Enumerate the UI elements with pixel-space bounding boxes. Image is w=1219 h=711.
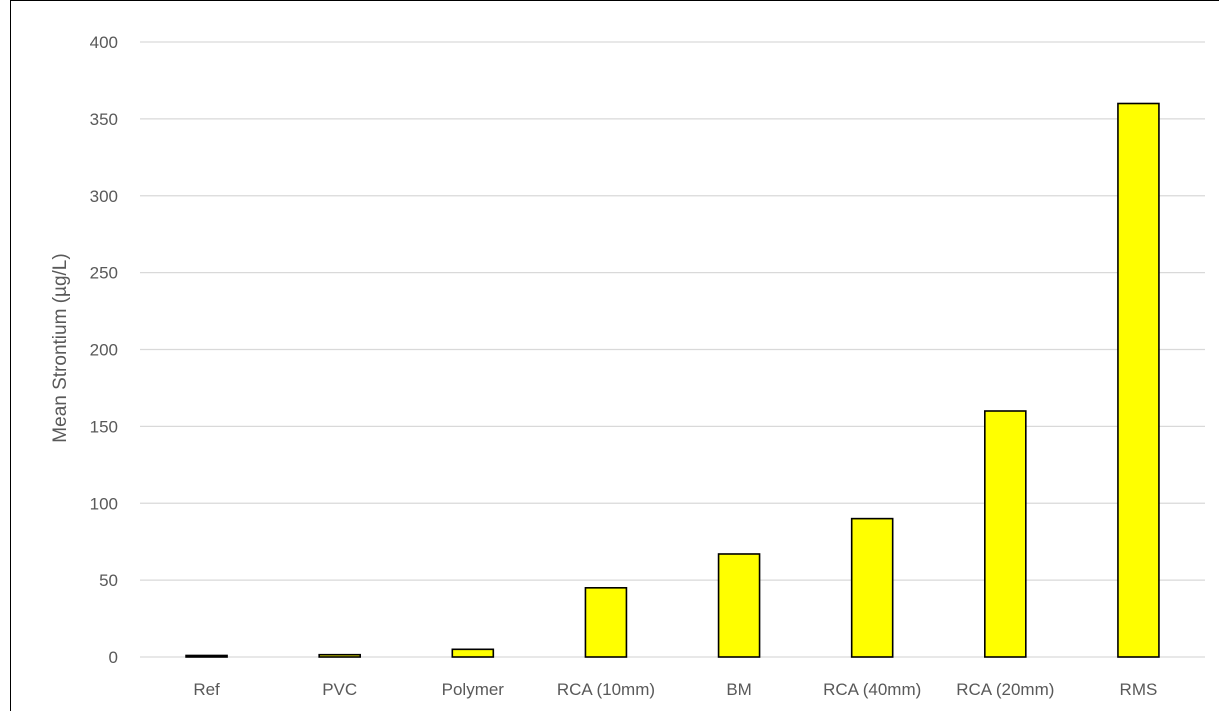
bar (717, 553, 761, 658)
y-axis-ticks: 0 50 100 150 200 250 300 350 400 (90, 33, 118, 667)
bars (185, 102, 1160, 658)
y-tick-label: 400 (90, 33, 118, 52)
bar (1117, 102, 1160, 658)
y-tick-label: 200 (90, 341, 118, 360)
bar (185, 654, 228, 658)
bar (451, 648, 495, 658)
bar (984, 410, 1027, 658)
x-tick-label: BM (726, 680, 752, 699)
y-tick-label: 350 (90, 110, 118, 129)
y-tick-label: 300 (90, 187, 118, 206)
x-tick-label: RCA (40mm) (823, 680, 921, 699)
x-tick-label: RCA (10mm) (557, 680, 655, 699)
bar (318, 653, 361, 658)
x-tick-label: Ref (193, 680, 220, 699)
y-tick-label: 100 (90, 494, 118, 513)
x-tick-label: Polymer (442, 680, 505, 699)
x-axis-labels: Ref PVC Polymer RCA (10mm) BM RCA (40mm) RCA (… (193, 680, 1157, 699)
bar (850, 517, 894, 658)
bar (584, 587, 628, 658)
gridlines (140, 41, 1205, 658)
y-axis-title: Mean Strontium (µg/L) (50, 253, 71, 442)
x-tick-label: RCA (20mm) (956, 680, 1054, 699)
x-tick-label: RMS (1120, 680, 1158, 699)
y-tick-label: 150 (90, 417, 118, 436)
y-tick-label: 50 (99, 571, 118, 590)
y-tick-label: 0 (109, 648, 118, 667)
x-tick-label: PVC (322, 680, 357, 699)
y-tick-label: 250 (90, 264, 118, 283)
